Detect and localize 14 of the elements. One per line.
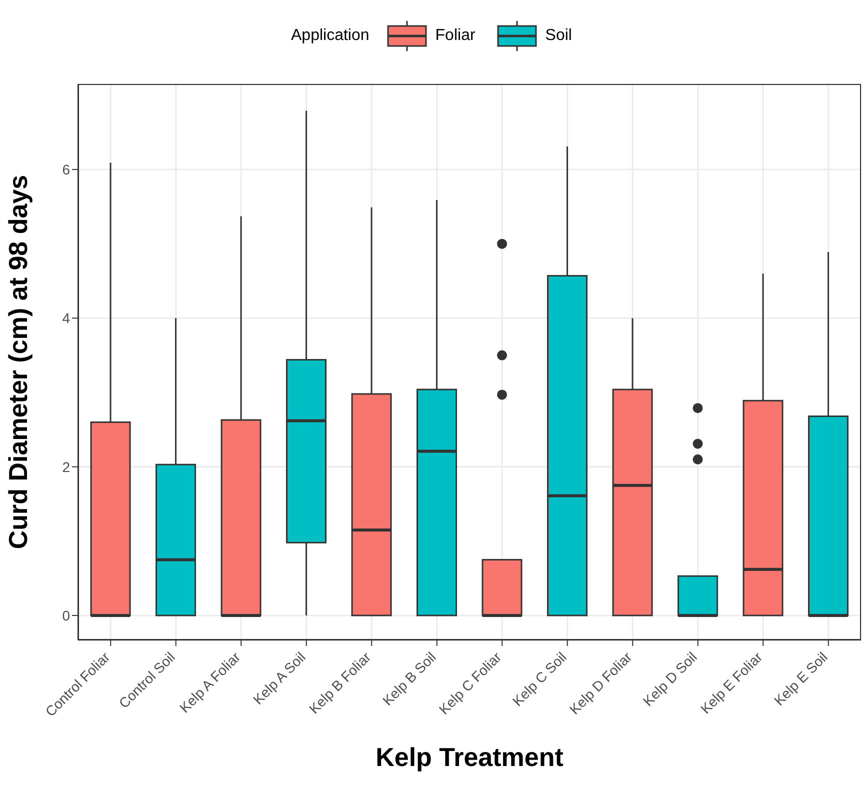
x-tick-label: Kelp C Soil bbox=[509, 648, 570, 710]
legend-label: Foliar bbox=[435, 27, 476, 45]
legend-label: Soil bbox=[545, 27, 572, 45]
x-tick-label: Kelp E Soil bbox=[770, 648, 830, 709]
y-tick-label: 6 bbox=[62, 161, 70, 178]
x-axis-title: Kelp Treatment bbox=[374, 741, 564, 774]
x-tick-label: Kelp B Soil bbox=[379, 648, 439, 709]
y-tick-label: 0 bbox=[62, 607, 70, 624]
legend-title: Application bbox=[291, 27, 370, 45]
x-tick-label: Kelp A Soil bbox=[250, 648, 308, 708]
x-tick-label: Kelp D Soil bbox=[640, 648, 700, 710]
y-tick-label: 4 bbox=[62, 310, 70, 326]
y-tick-label: 2 bbox=[62, 458, 70, 475]
y-axis-title: Curd Diameter (cm) at 98 days bbox=[3, 174, 34, 550]
